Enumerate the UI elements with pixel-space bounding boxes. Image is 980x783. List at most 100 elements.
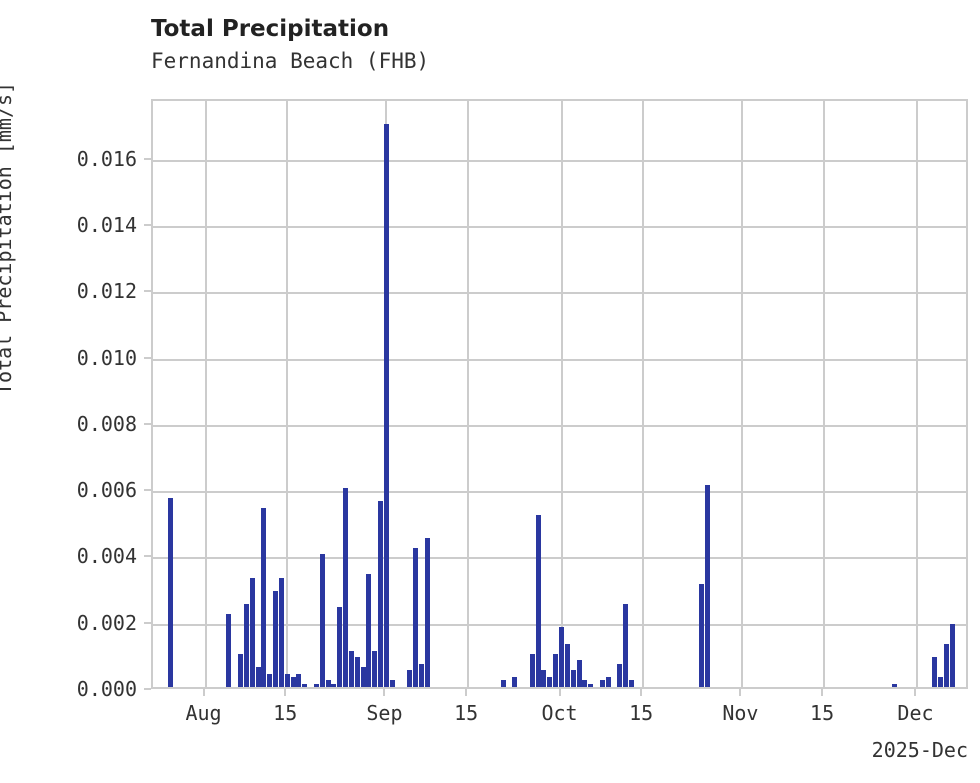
bar: [547, 677, 553, 687]
bar: [582, 680, 588, 687]
x-tick-label: 15: [454, 701, 479, 725]
bar: [588, 683, 594, 687]
x-tick-label: Dec: [897, 701, 934, 725]
y-tick-label: 0.006: [76, 478, 137, 503]
bar: [500, 680, 506, 687]
bar: [535, 514, 541, 687]
bar: [243, 604, 249, 687]
bar: [559, 627, 564, 687]
gridline-horizontal: [153, 292, 966, 295]
y-tick-label: 0.004: [76, 544, 137, 569]
bar: [255, 667, 261, 687]
y-tick-mark: [144, 688, 151, 690]
x-tick-mark: [914, 689, 917, 696]
y-tick-label: 0.014: [76, 212, 137, 237]
bar: [249, 577, 255, 687]
bar: [313, 683, 319, 687]
x-tick-mark: [202, 689, 205, 696]
x-tick-mark: [739, 689, 742, 696]
bar: [389, 680, 395, 687]
bar: [938, 677, 944, 687]
y-tick-mark: [144, 489, 151, 492]
gridline-horizontal: [153, 557, 966, 560]
chart-title: Total Precipitation: [151, 16, 390, 42]
y-tick-mark: [144, 621, 151, 624]
bar: [564, 643, 570, 687]
gridline-vertical: [204, 101, 207, 687]
bar: [337, 607, 343, 687]
bar: [331, 683, 337, 687]
x-tick-mark: [465, 689, 468, 696]
chart-subtitle: Fernandina Beach (FHB): [151, 49, 430, 73]
gridline-vertical: [467, 101, 470, 687]
bar: [366, 574, 372, 687]
y-tick-label: 0.000: [76, 677, 137, 701]
y-tick-label: 0.012: [76, 279, 137, 304]
bar: [296, 673, 302, 687]
bar: [168, 498, 173, 687]
y-tick-mark: [144, 290, 151, 293]
bar: [699, 584, 705, 687]
bar: [284, 673, 290, 687]
gridline-horizontal: [153, 623, 966, 626]
bar: [238, 653, 244, 687]
bar: [576, 660, 582, 687]
gridline-vertical: [286, 101, 289, 687]
bar: [278, 577, 284, 687]
gridline-vertical: [642, 101, 645, 687]
bar: [383, 123, 389, 687]
y-tick-mark: [144, 223, 151, 226]
x-tick-label: Sep: [366, 701, 403, 725]
bar: [553, 653, 559, 687]
bar: [261, 508, 267, 687]
x-tick-mark: [558, 689, 561, 696]
bar: [407, 670, 413, 687]
bar: [541, 670, 547, 687]
bar: [302, 683, 308, 687]
bar: [617, 663, 623, 687]
bar: [273, 590, 279, 687]
bar: [932, 657, 938, 687]
x-tick-mark: [640, 689, 643, 696]
bar: [605, 677, 611, 687]
gridline-vertical: [560, 101, 563, 687]
bar: [226, 614, 232, 687]
bar: [512, 677, 518, 687]
bar: [348, 650, 354, 687]
bar: [944, 643, 950, 687]
bar: [599, 680, 605, 687]
bar-series: [153, 101, 966, 687]
gridline-horizontal: [153, 159, 966, 162]
y-tick-label: 0.010: [76, 345, 137, 370]
bar: [343, 488, 349, 687]
bar: [413, 547, 419, 687]
gridline-horizontal: [153, 358, 966, 361]
bar: [424, 537, 430, 687]
bar: [372, 650, 378, 687]
bar: [418, 663, 424, 687]
bar: [570, 670, 576, 687]
bar: [891, 683, 897, 687]
y-axis-title: Total Precipitation [mm/s]: [0, 81, 16, 395]
gridline-horizontal: [153, 424, 966, 427]
gridline-vertical: [823, 101, 826, 687]
bar: [319, 554, 325, 687]
x-tick-label: Aug: [185, 701, 222, 725]
gridline-vertical: [916, 101, 919, 687]
bar: [290, 677, 296, 687]
bar: [529, 653, 535, 687]
x-tick-label: Nov: [722, 701, 759, 725]
bar: [629, 680, 635, 687]
y-tick-mark: [144, 555, 151, 558]
x-tick-mark: [821, 689, 824, 696]
x-tick-label: Oct: [541, 701, 578, 725]
y-tick-mark: [144, 422, 151, 425]
y-tick-label: 0.002: [76, 610, 137, 635]
y-tick-label: 0.008: [76, 411, 137, 436]
x-tick-mark: [284, 689, 287, 696]
x-tick-label: 15: [629, 701, 654, 725]
x-tick-label: 15: [273, 701, 298, 725]
bar: [949, 624, 955, 687]
bar: [267, 673, 273, 687]
